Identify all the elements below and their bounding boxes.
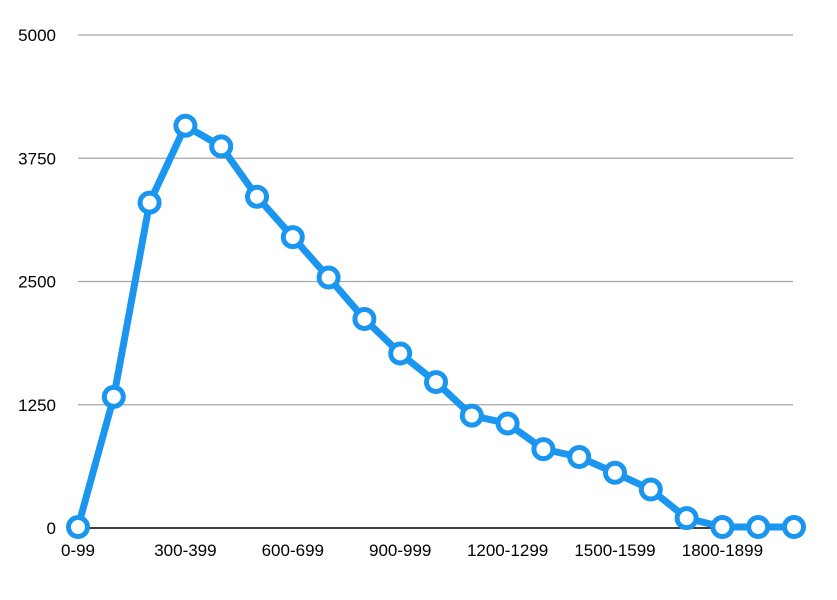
data-point — [495, 411, 520, 436]
x-tick-label: 600-699 — [262, 541, 324, 560]
data-point — [424, 370, 448, 395]
data-point — [352, 306, 377, 331]
data-point — [209, 134, 234, 159]
x-tick-label: 1500-1599 — [574, 541, 655, 560]
y-tick-label: 0 — [47, 519, 56, 538]
data-point — [245, 184, 269, 209]
x-tick-label: 900-999 — [369, 541, 431, 560]
y-tick-label: 5000 — [18, 26, 56, 45]
y-axis-tick-labels: 0 1250 2500 3750 5000 — [18, 26, 56, 538]
data-point — [459, 403, 484, 428]
x-tick-label: 300-399 — [154, 541, 216, 560]
series-line-group — [66, 113, 806, 540]
data-point — [531, 437, 556, 462]
data-point — [137, 190, 162, 215]
data-point — [280, 225, 305, 250]
data-point — [710, 515, 735, 540]
data-point — [638, 477, 663, 502]
y-tick-label: 2500 — [18, 273, 56, 292]
y-tick-label: 3750 — [18, 149, 56, 168]
data-point — [316, 265, 341, 290]
series-line — [74, 122, 798, 531]
data-point — [66, 515, 90, 540]
data-point — [674, 506, 699, 531]
gridlines — [78, 34, 793, 529]
x-tick-label: 1800-1899 — [682, 541, 763, 560]
data-point — [388, 341, 413, 366]
x-axis-tick-labels: 0-99 300-399 600-699 900-999 1200-1299 1500-1… — [61, 541, 763, 560]
data-point — [782, 515, 806, 540]
data-point — [101, 384, 126, 409]
data-point — [603, 460, 627, 485]
data-point — [173, 113, 198, 138]
data-point — [746, 515, 771, 540]
x-tick-label: 0-99 — [61, 541, 95, 560]
y-tick-label: 1250 — [18, 396, 56, 415]
x-tick-label: 1200-1299 — [467, 541, 548, 560]
data-point — [567, 445, 592, 470]
